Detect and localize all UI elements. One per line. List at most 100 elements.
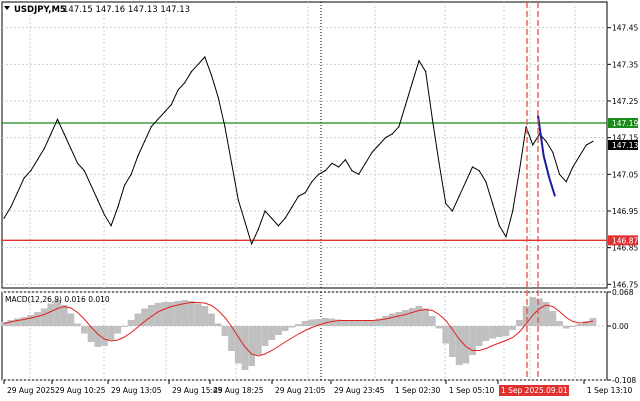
macd-bar	[20, 317, 28, 326]
macd-bar	[589, 318, 597, 326]
price-point	[90, 184, 92, 186]
price-point	[351, 170, 353, 172]
macd-bar	[194, 303, 202, 326]
macd-bar	[168, 302, 175, 326]
price-point	[438, 162, 440, 164]
macd-bar	[127, 320, 135, 326]
price-tick-label: 147.35	[612, 60, 638, 69]
price-panel-border	[1, 1, 608, 289]
time-tick-label: 29 Aug 15:45	[172, 386, 223, 395]
macd-bar	[455, 326, 463, 365]
price-point	[364, 162, 366, 164]
price-point	[498, 225, 500, 227]
macd-bar	[40, 308, 48, 326]
price-point	[271, 217, 273, 219]
macd-bar	[7, 320, 14, 326]
price-point	[418, 60, 420, 62]
macd-bar	[34, 312, 41, 326]
price-tick-label: 146.75	[612, 280, 638, 289]
macd-bar	[408, 308, 416, 326]
macd-bar	[516, 320, 523, 326]
price-point	[471, 166, 474, 168]
price-point	[558, 173, 561, 175]
price-point	[451, 210, 453, 212]
time-tick-label: 1 Sep 13:10	[587, 386, 633, 395]
price-point	[405, 104, 407, 106]
price-point	[177, 89, 179, 91]
price-point	[16, 192, 18, 194]
macd-bar	[422, 308, 429, 326]
macd-bar	[74, 323, 81, 326]
price-grid	[2, 27, 607, 285]
macd-bar	[328, 318, 336, 326]
macd-bar	[67, 313, 75, 326]
time-tick-label: 1 Sep 02:30	[395, 386, 441, 395]
price-point	[77, 162, 79, 164]
macd-panel[interactable]: 0.068 0.00 -0.108 MACD(12,26,9) 0.016 0.01…	[0, 288, 637, 385]
macd-bar	[469, 326, 476, 355]
price-point	[63, 133, 65, 135]
symbol-menu-icon[interactable]	[4, 6, 10, 10]
price-point	[291, 206, 293, 208]
time-tick-label: 29 Aug 10:25	[55, 386, 106, 395]
price-point	[371, 151, 373, 153]
price-point	[217, 96, 219, 98]
price-point	[518, 170, 521, 172]
price-point	[257, 228, 259, 230]
price-point	[244, 221, 246, 223]
macd-bar	[121, 326, 128, 327]
macd-bar	[214, 323, 222, 326]
macd-bar	[583, 321, 590, 326]
price-point	[525, 126, 527, 128]
price-point	[150, 126, 152, 128]
price-point	[210, 74, 213, 76]
macd-bar	[208, 313, 215, 326]
macd-signal[interactable]	[3, 302, 594, 357]
macd-bar	[241, 326, 249, 370]
time-tick-label: 1 Sep 05:10	[449, 386, 495, 395]
macd-bar	[161, 302, 168, 326]
macd-bar	[0, 322, 8, 326]
price-point	[224, 126, 226, 128]
macd-bar	[435, 326, 443, 329]
forecast-line[interactable]	[537, 115, 556, 197]
macd-bar	[395, 312, 403, 326]
price-point	[164, 111, 166, 113]
macd-tick-label: 0.00	[612, 322, 629, 331]
price-point	[50, 133, 52, 135]
price-point	[144, 140, 146, 142]
macd-bar	[362, 320, 369, 326]
price-point	[391, 133, 393, 135]
macd-bar	[201, 306, 209, 326]
price-point	[512, 210, 514, 212]
price-tick-label: 146.85	[612, 244, 638, 253]
macd-tick-label: 0.068	[612, 288, 634, 297]
time-tick-label: 29 Aug 2025	[7, 386, 55, 395]
macd-bar	[549, 311, 557, 326]
macd-bar	[569, 326, 577, 327]
price-point	[123, 184, 126, 186]
macd-bar	[234, 326, 242, 364]
price-point	[103, 214, 105, 216]
macd-bar	[228, 326, 235, 351]
macd-bar	[342, 320, 349, 326]
price-point	[572, 166, 574, 168]
price-point	[237, 199, 239, 201]
time-tick-label: 1 Sep 2025.09.01 11:05	[501, 386, 592, 395]
macd-bar	[101, 326, 108, 346]
price-point	[23, 177, 25, 179]
macd-bar	[388, 313, 396, 326]
symbol-label: USDJPY,M5	[14, 5, 66, 15]
time-highlight-box	[499, 385, 569, 396]
macd-bar	[355, 321, 363, 326]
macd-bar	[502, 326, 510, 336]
price-point	[56, 118, 59, 120]
macd-bar	[482, 326, 490, 341]
macd-signal-line	[3, 302, 594, 357]
support-price-label: 146.87	[612, 236, 638, 245]
price-tick-label: 147.25	[612, 97, 638, 106]
price-point	[197, 63, 199, 65]
price-point	[117, 206, 119, 208]
price-point	[231, 162, 233, 164]
